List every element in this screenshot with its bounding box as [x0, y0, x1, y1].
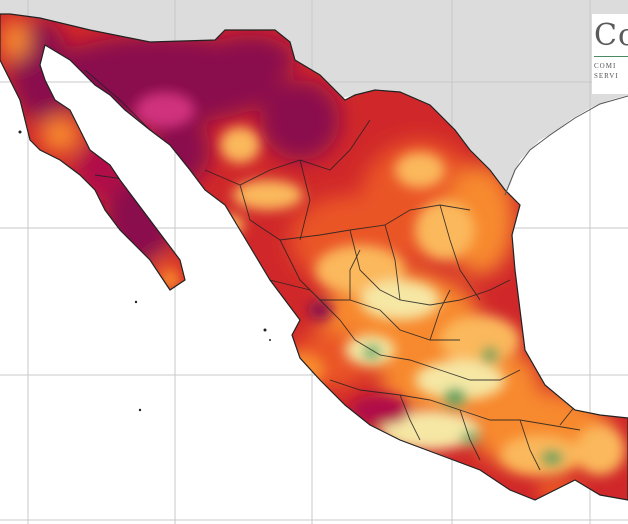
agency-logo: Co COMI SERVI	[592, 14, 628, 94]
usa-landmass	[0, 0, 628, 195]
texas-coastline	[504, 95, 628, 196]
logo-subtitle-1: COMI	[594, 62, 617, 70]
islands	[18, 130, 271, 412]
logo-subtitle-2: SERVI	[594, 72, 619, 80]
logo-divider	[594, 56, 628, 57]
logo-wordmark: Co	[594, 18, 628, 53]
